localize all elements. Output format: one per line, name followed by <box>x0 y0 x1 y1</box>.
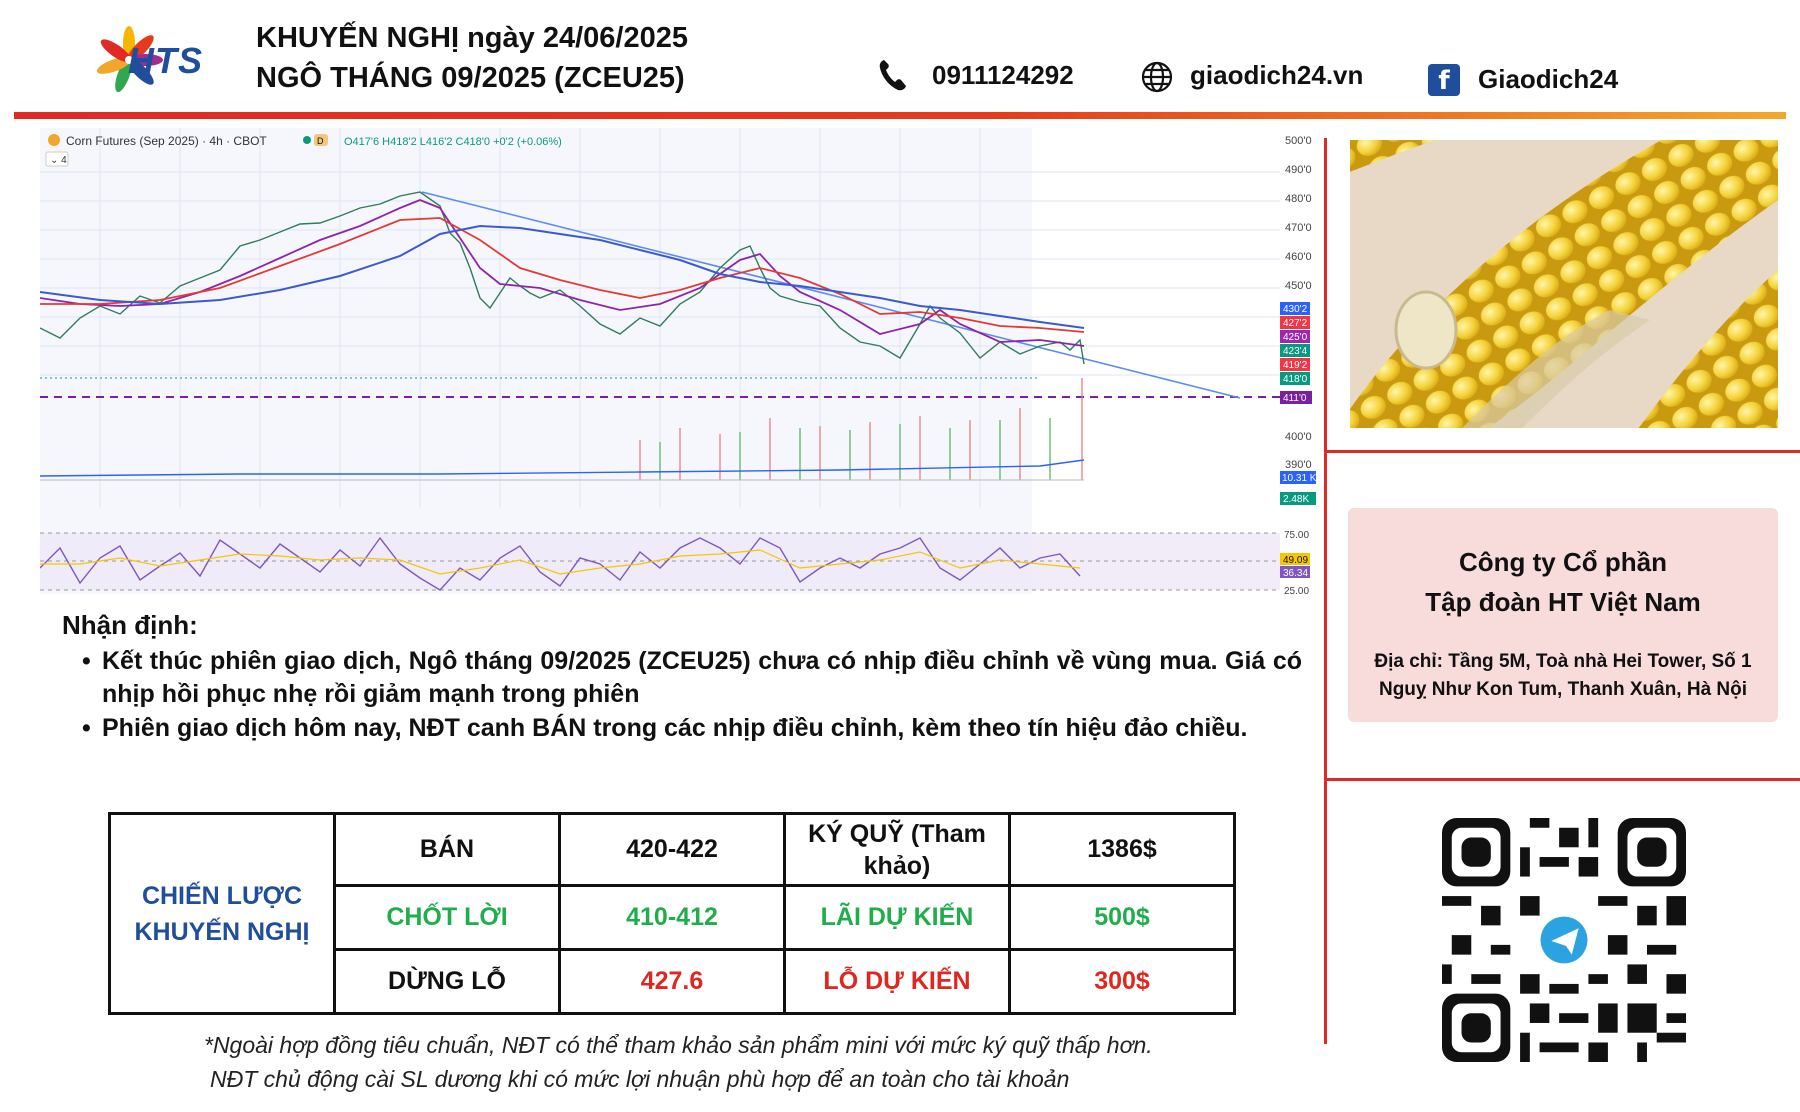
strategy-header-cell: CHIẾN LƯỢC KHUYẾN NGHỊ <box>108 812 336 1015</box>
value-cell: 300$ <box>1008 948 1236 1015</box>
section-divider <box>1326 778 1800 781</box>
price-tick: 390'0 <box>1285 459 1312 471</box>
corn-photo <box>1350 140 1778 428</box>
value-cell: 500$ <box>1008 884 1236 951</box>
rsi-tick: 25.00 <box>1284 586 1309 594</box>
price-tick: 450'0 <box>1285 280 1312 292</box>
company-name: Công ty Cổ phần Tập đoàn HT Việt Nam <box>1348 542 1778 622</box>
price-badge: 425'0 <box>1283 332 1308 343</box>
table-row: DỪNG LỖ 427.6 LỖ DỰ KIẾN 300$ <box>110 948 1236 1015</box>
label-cell: LỖ DỰ KIẾN <box>783 948 1011 1015</box>
chart-symbol-label: Corn Futures (Sep 2025) · 4h · CBOT <box>66 134 267 148</box>
analysis-bullet: • Phiên giao dịch hôm nay, NĐT canh BÁN t… <box>82 712 1302 745</box>
price-badge: 423'4 <box>1283 346 1308 357</box>
website-link[interactable]: giaodich24.vn <box>1190 60 1364 90</box>
label-cell: KÝ QUỸ (Tham khảo) <box>783 812 1011 887</box>
table-row: CHIẾN LƯỢC KHUYẾN NGHỊ BÁN 420-422 KÝ QU… <box>108 812 1236 1015</box>
svg-text:D: D <box>317 136 324 146</box>
footnote: *Ngoài hợp đồng tiêu chuẩn, NĐT có thể t… <box>204 1032 1153 1058</box>
table-row: CHỐT LỜI 410-412 LÃI DỰ KIẾN 500$ <box>110 884 1236 951</box>
qr-code-icon[interactable] <box>1442 818 1686 1062</box>
price-badge: 419'2 <box>1283 360 1308 371</box>
facebook-link[interactable]: Giaodich24 <box>1478 64 1619 94</box>
report-subtitle: NGÔ THÁNG 09/2025 (ZCEU25) <box>256 62 685 94</box>
price-chart: Corn Futures (Sep 2025) · 4h · CBOT D O4… <box>40 128 1320 594</box>
price-cell: 410-412 <box>558 884 786 951</box>
action-cell: CHỐT LỜI <box>333 884 561 951</box>
price-cell: 420-422 <box>558 812 786 887</box>
company-address: Địa chỉ: Tầng 5M, Toà nhà Hei Tower, Số … <box>1374 651 1752 700</box>
globe-icon <box>1141 61 1173 93</box>
action-cell: BÁN <box>333 812 561 887</box>
price-tick: 400'0 <box>1285 431 1312 443</box>
analysis-bullet-text: Kết thúc phiên giao dịch, Ngô tháng 09/2… <box>102 647 1302 708</box>
logo-text: HTS <box>128 40 203 81</box>
analysis-bullet: • Kết thúc phiên giao dịch, Ngô tháng 09/… <box>82 645 1302 711</box>
phone-icon <box>879 60 906 91</box>
footnote: NĐT chủ động cài SL dương khi có mức lợi… <box>210 1066 1070 1092</box>
section-divider <box>1326 450 1800 453</box>
facebook-icon: f <box>1428 64 1460 96</box>
rsi-badge: 36.34 <box>1283 568 1308 579</box>
price-tick: 500'0 <box>1285 135 1312 147</box>
svg-text:⌄ 4: ⌄ 4 <box>50 155 67 166</box>
price-badge: 418'0 <box>1283 374 1308 385</box>
company-info-box: Công ty Cổ phần Tập đoàn HT Việt Nam Địa… <box>1348 508 1778 722</box>
price-tick: 470'0 <box>1285 222 1312 234</box>
company-name-line1: Công ty Cổ phần <box>1459 547 1667 577</box>
price-tick: 490'0 <box>1285 164 1312 176</box>
chart-ohlc-label: O417'6 H418'2 L416'2 C418'0 +0'2 (+0.06%… <box>344 136 562 148</box>
action-cell: DỪNG LỖ <box>333 948 561 1015</box>
analysis-title: Nhận định: <box>62 610 198 640</box>
strategy-table: CHIẾN LƯỢC KHUYẾN NGHỊ BÁN 420-422 KÝ QU… <box>108 812 1236 1015</box>
price-cell: 427.6 <box>558 948 786 1015</box>
price-badge: 430'2 <box>1283 304 1308 315</box>
price-tick: 480'0 <box>1285 193 1312 205</box>
volume-badge: 10.31 K <box>1282 473 1317 484</box>
analysis-bullet-text: Phiên giao dịch hôm nay, NĐT canh BÁN tr… <box>102 714 1248 742</box>
rsi-tick: 75.00 <box>1284 530 1309 541</box>
report-title: KHUYẾN NGHỊ ngày 24/06/2025 <box>256 22 688 54</box>
company-name-line2: Tập đoàn HT Việt Nam <box>1425 587 1701 617</box>
price-badge: 411'0 <box>1283 393 1307 404</box>
value-cell: 1386$ <box>1008 812 1236 887</box>
column-divider <box>1324 138 1327 1044</box>
price-badge: 427'2 <box>1283 318 1308 329</box>
header-divider <box>14 112 1786 119</box>
hts-logo-icon <box>96 26 163 93</box>
rsi-badge: 49.09 <box>1283 555 1308 566</box>
label-cell: LÃI DỰ KIẾN <box>783 884 1011 951</box>
price-tick: 460'0 <box>1285 251 1312 263</box>
volume-badge: 2.48K <box>1283 494 1309 505</box>
phone-number[interactable]: 0911124292 <box>932 60 1074 90</box>
